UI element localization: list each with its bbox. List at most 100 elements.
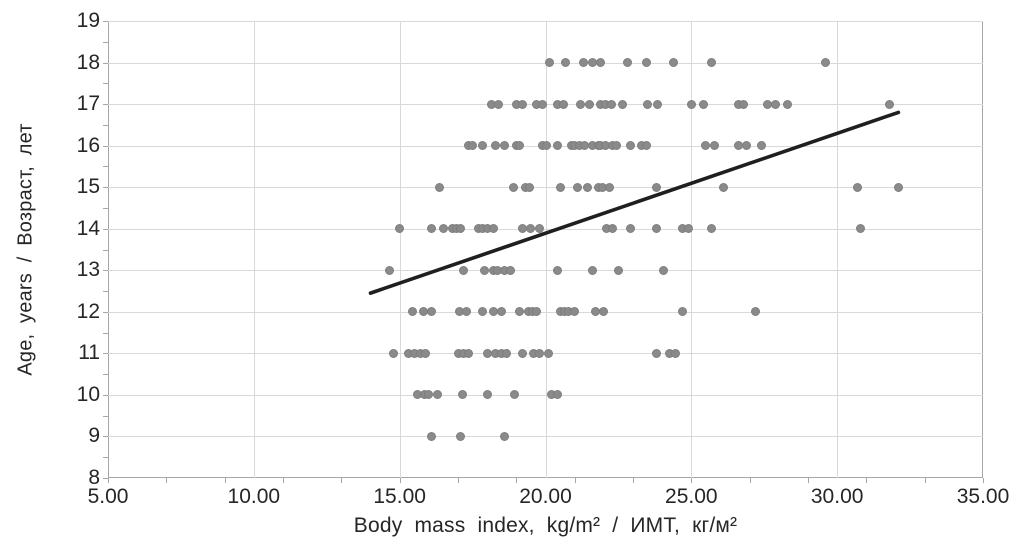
- y-tick-label: 17: [76, 92, 100, 116]
- x-axis-tick: [633, 478, 634, 483]
- scatter-point: [514, 307, 524, 317]
- scatter-point: [421, 348, 431, 358]
- scatter-point: [488, 224, 498, 234]
- scatter-point: [625, 224, 635, 234]
- scatter-point: [456, 224, 466, 234]
- scatter-point: [651, 224, 661, 234]
- scatter-point: [500, 141, 510, 151]
- scatter-point: [653, 99, 663, 109]
- scatter-point: [482, 390, 492, 400]
- scatter-point: [526, 224, 536, 234]
- scatter-point: [733, 141, 743, 151]
- scatter-point: [478, 141, 488, 151]
- scatter-point: [698, 99, 708, 109]
- scatter-point: [641, 141, 651, 151]
- scatter-point: [669, 58, 679, 68]
- y-axis-tick: [103, 249, 108, 251]
- scatter-point: [613, 265, 623, 275]
- scatter-point: [651, 182, 661, 192]
- scatter-point: [756, 141, 766, 151]
- scatter-point: [643, 99, 653, 109]
- scatter-point: [742, 141, 752, 151]
- scatter-point: [479, 265, 489, 275]
- scatter-point: [501, 348, 511, 358]
- scatter-point: [718, 182, 728, 192]
- scatter-point: [535, 224, 545, 234]
- scatter-point: [510, 390, 520, 400]
- y-tick-label: 13: [76, 258, 100, 282]
- scatter-point: [707, 58, 717, 68]
- x-axis-tick: [283, 478, 284, 483]
- scatter-point: [683, 224, 693, 234]
- scatter-point: [514, 141, 524, 151]
- scatter-point: [573, 182, 583, 192]
- scatter-point: [517, 99, 527, 109]
- scatter-point: [606, 99, 616, 109]
- scatter-point: [751, 307, 760, 317]
- scatter-point: [561, 58, 571, 68]
- scatter-point: [434, 182, 444, 192]
- y-axis-line: [108, 21, 109, 478]
- y-tick-label: 9: [88, 424, 100, 448]
- y-tick-label: 12: [76, 299, 100, 323]
- y-axis-tick: [103, 457, 108, 459]
- scatter-point: [670, 348, 680, 358]
- scatter-point: [555, 182, 565, 192]
- x-axis-tick: [166, 478, 168, 483]
- scatter-point: [395, 224, 405, 234]
- scatter-point: [542, 141, 552, 151]
- y-axis-tick: [103, 62, 108, 64]
- v-gridline: [399, 21, 401, 478]
- scatter-point: [424, 390, 434, 400]
- y-axis-tick: [103, 374, 108, 376]
- scatter-point: [678, 307, 688, 317]
- x-axis-tick: [866, 478, 868, 483]
- scatter-point: [686, 99, 696, 109]
- scatter-point: [427, 224, 437, 234]
- y-tick-label: 18: [76, 50, 100, 74]
- scatter-point: [491, 141, 501, 151]
- x-tick-label: 10.00: [227, 485, 281, 508]
- y-axis-tick: [103, 270, 108, 272]
- scatter-point: [497, 307, 507, 317]
- scatter-point: [468, 141, 478, 151]
- v-gridline: [545, 21, 547, 478]
- y-axis-tick: [103, 228, 108, 230]
- scatter-point: [612, 141, 622, 151]
- scatter-point: [552, 390, 562, 400]
- scatter-point: [545, 58, 555, 68]
- scatter-point: [459, 265, 469, 275]
- x-axis-tick: [399, 478, 401, 483]
- scatter-point: [543, 348, 553, 358]
- y-axis-tick: [103, 207, 108, 209]
- y-axis-tick: [103, 291, 108, 293]
- scatter-point: [517, 348, 527, 358]
- scatter-point: [524, 182, 534, 192]
- scatter-point: [500, 431, 510, 441]
- scatter-point: [438, 224, 448, 234]
- scatter-point: [517, 224, 527, 234]
- scatter-point: [771, 99, 781, 109]
- y-axis-tick: [103, 332, 108, 334]
- y-axis-tick: [103, 353, 108, 355]
- scatter-point: [535, 348, 545, 358]
- scatter-point: [853, 182, 863, 192]
- y-axis-tick: [103, 104, 108, 106]
- x-axis-tick: [224, 478, 226, 483]
- x-axis-tick: [516, 478, 518, 483]
- scatter-point: [389, 348, 399, 358]
- x-axis-tick: [691, 478, 693, 483]
- scatter-point: [599, 307, 609, 317]
- scatter-point: [427, 307, 437, 317]
- y-axis-tick: [103, 41, 108, 43]
- x-axis-tick: [458, 478, 459, 483]
- x-axis-title: Body mass index, kg/m² / ИМТ, кг/м²: [353, 514, 738, 537]
- y-axis-tick: [103, 83, 108, 85]
- x-axis-tick: [341, 478, 343, 483]
- y-axis-tick: [103, 478, 108, 479]
- scatter-point: [893, 182, 903, 192]
- v-gridline: [691, 21, 693, 478]
- plot-area: 5.00 10.00 15.00 20.00 25.00 30.00 35.00 8 9 10 11…: [77, 9, 1010, 508]
- scatter-point: [384, 265, 394, 275]
